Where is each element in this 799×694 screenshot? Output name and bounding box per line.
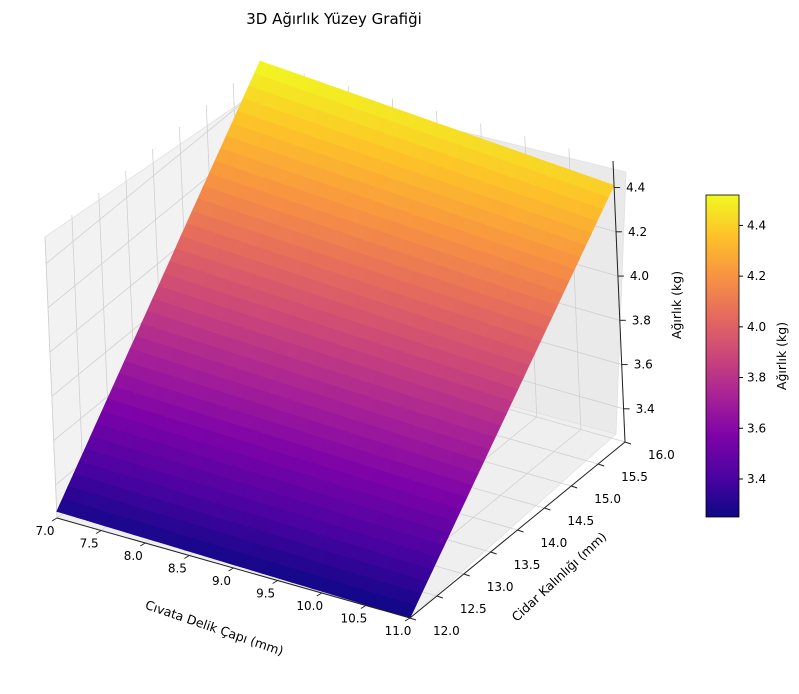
grid-line xyxy=(71,214,85,497)
y-tick-mark xyxy=(624,441,632,445)
colorbar-tick-label: 4.2 xyxy=(747,269,766,283)
chart-title: 3D Ağırlık Yüzey Grafiği xyxy=(246,10,422,28)
colorbar xyxy=(705,194,740,518)
y-tick-mark xyxy=(463,573,470,577)
y-ticks: 12.012.513.013.514.0 14.515.015.516.0 xyxy=(409,441,675,638)
x-tick-mark xyxy=(316,592,323,597)
z-ticks: 3.4 3.6 3.8 4.0 4.2 4.4 xyxy=(614,181,655,416)
y-tick-mark xyxy=(571,485,578,489)
z-axis-title: Ağırlık (kg) xyxy=(669,271,684,339)
y-tick-mark xyxy=(409,617,417,621)
x-tick-label: 7.0 xyxy=(35,524,54,538)
grid-line xyxy=(44,236,58,519)
y-tick-mark xyxy=(517,529,524,533)
z-axis-line xyxy=(612,160,626,443)
y-tick-label: 13.5 xyxy=(514,558,541,572)
y-tick-label: 14.0 xyxy=(541,536,568,550)
z-tick-label: 4.0 xyxy=(630,269,649,283)
colorbar-tick-label: 3.6 xyxy=(747,421,766,435)
y-tick-label: 14.5 xyxy=(567,514,594,528)
colorbar-tick-label: 3.4 xyxy=(747,472,766,486)
colorbar-tick-label: 4.0 xyxy=(747,320,766,334)
y-tick-label: 15.0 xyxy=(594,492,621,506)
x-tick-mark xyxy=(184,555,190,559)
x-tick-mark xyxy=(360,605,367,609)
x-tick-mark xyxy=(95,530,102,534)
y-tick-label: 16.0 xyxy=(648,448,675,462)
x-tick-label: 8.5 xyxy=(168,562,187,576)
y-tick-label: 12.0 xyxy=(433,624,460,638)
x-tick-mark xyxy=(139,542,146,547)
z-tick-label: 3.8 xyxy=(632,313,651,327)
x-tick-mark xyxy=(228,567,234,572)
z-tick-label: 4.2 xyxy=(628,225,647,239)
x-tick-label: 7.5 xyxy=(80,537,99,551)
x-tick-mark xyxy=(404,617,411,622)
colorbar-title: Ağırlık (kg) xyxy=(774,322,789,390)
x-tick-label: 9.5 xyxy=(256,587,275,601)
x-tick-label: 8.0 xyxy=(124,549,143,563)
z-tick-label: 3.4 xyxy=(636,402,655,416)
x-tick-mark xyxy=(51,517,58,522)
x-tick-mark xyxy=(272,580,278,584)
z-tick-label: 4.4 xyxy=(626,181,645,195)
weight-surface xyxy=(56,60,615,619)
y-tick-label: 12.5 xyxy=(460,602,487,616)
grid-line xyxy=(45,87,262,264)
x-tick-label: 10.0 xyxy=(296,599,323,613)
x-tick-label: 10.5 xyxy=(341,612,368,626)
z-tick-label: 3.6 xyxy=(634,358,653,372)
colorbar-tick-label: 3.8 xyxy=(747,371,766,385)
y-tick-label: 13.0 xyxy=(487,580,514,594)
x-tick-label: 9.0 xyxy=(212,574,231,588)
x-axis-title: Cıvata Delik Çapı (mm) xyxy=(143,597,285,658)
y-tick-mark xyxy=(436,595,444,599)
x-tick-label: 11.0 xyxy=(385,624,412,638)
colorbar-ticks: 3.4 3.6 3.8 4.0 4.2 4.4 xyxy=(739,218,766,486)
x-ticks: 7.0 7.5 8.0 8.5 9.0 9.5 10.0 10.5 11.0 xyxy=(35,517,412,638)
y-tick-label: 15.5 xyxy=(621,470,648,484)
colorbar-tick-label: 4.4 xyxy=(747,218,766,232)
y-tick-mark xyxy=(544,507,551,511)
y-tick-mark xyxy=(597,463,605,467)
y-tick-mark xyxy=(490,551,497,555)
